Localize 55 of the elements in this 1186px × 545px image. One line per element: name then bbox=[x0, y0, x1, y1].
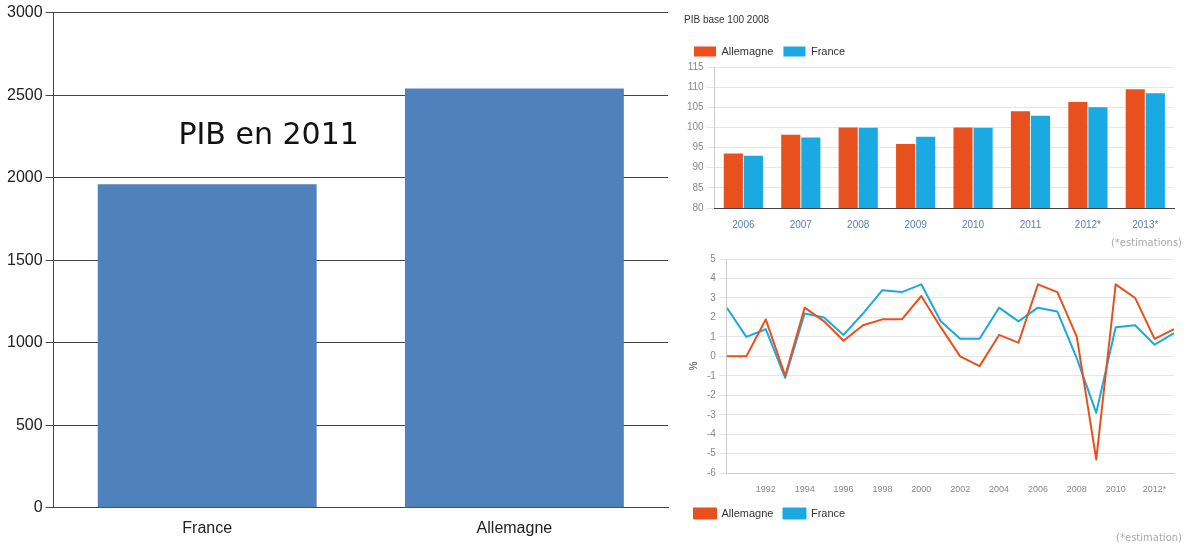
y-tick-label: 100 bbox=[687, 121, 705, 133]
y-tick-label: 110 bbox=[687, 80, 705, 92]
y-tick-label: 5 bbox=[710, 252, 717, 264]
x-tick-label: 2006 bbox=[1027, 484, 1048, 495]
y-tick-label: 500 bbox=[15, 415, 43, 433]
y-tick-label: -3 bbox=[706, 408, 717, 420]
chart-title: PIB base 100 2008 bbox=[684, 13, 770, 25]
x-tick-label: 2012* bbox=[1074, 218, 1102, 230]
text: (*estimations) bbox=[1110, 236, 1183, 248]
y-tick-label: 115 bbox=[687, 60, 705, 72]
x-tick-label: 1998 bbox=[872, 484, 893, 495]
x-tick-label: 2013* bbox=[1132, 218, 1159, 230]
y-tick-label: 3 bbox=[710, 291, 717, 303]
y-tick-label: 1500 bbox=[7, 250, 43, 268]
x-tick-label: 2009 bbox=[904, 218, 928, 230]
y-tick-label: 2500 bbox=[7, 85, 43, 103]
x-tick-label: 2007 bbox=[789, 218, 813, 230]
y-tick-label: -6 bbox=[706, 466, 717, 478]
x-tick-label: 2008 bbox=[1066, 484, 1087, 495]
y-tick-label: 4 bbox=[710, 272, 717, 284]
y-tick-label: 2 bbox=[710, 311, 717, 323]
annotation: PIB en 2011 bbox=[178, 116, 359, 152]
y-tick-label: 90 bbox=[692, 161, 705, 173]
y-axis-title: % bbox=[687, 361, 699, 371]
y-tick-label: 0 bbox=[710, 350, 717, 362]
y-tick-label: 1 bbox=[710, 330, 717, 342]
x-tick-label: 2011 bbox=[1019, 218, 1042, 230]
x-tick-label: 2000 bbox=[911, 484, 932, 495]
text: (*estimation) bbox=[1116, 531, 1183, 543]
x-tick-label: 1994 bbox=[794, 484, 815, 495]
y-tick-label: 2000 bbox=[7, 168, 43, 186]
y-tick-label: 0 bbox=[33, 498, 43, 516]
y-tick-label: 1000 bbox=[7, 333, 43, 351]
legend-label: Allemagne bbox=[721, 506, 774, 519]
x-tick-label: 2004 bbox=[989, 484, 1010, 495]
y-tick-label: -5 bbox=[706, 447, 717, 459]
x-tick-label: 2010 bbox=[1105, 484, 1126, 495]
y-tick-label: -1 bbox=[706, 369, 717, 381]
y-tick-label: -2 bbox=[706, 389, 717, 401]
y-tick-label: 85 bbox=[692, 181, 705, 193]
y-tick-label: 95 bbox=[692, 141, 705, 153]
x-tick-label: 1996 bbox=[833, 484, 854, 495]
y-tick-label: 80 bbox=[692, 201, 705, 213]
y-tick-label: -4 bbox=[706, 428, 717, 439]
legend-label: Allemagne bbox=[721, 44, 774, 57]
y-tick-label: 105 bbox=[687, 101, 705, 113]
x-tick-label: 2006 bbox=[732, 218, 755, 230]
x-tick-label: 2008 bbox=[847, 218, 870, 230]
x-tick-label: 2010 bbox=[961, 218, 985, 230]
y-tick-label: 3000 bbox=[7, 3, 43, 21]
legend-label: France bbox=[810, 506, 846, 519]
x-tick-label: 1992 bbox=[755, 484, 776, 495]
x-tick-label: 2002 bbox=[950, 484, 971, 495]
x-tick-label: 2012* bbox=[1142, 484, 1167, 495]
legend-label: France bbox=[810, 44, 846, 57]
